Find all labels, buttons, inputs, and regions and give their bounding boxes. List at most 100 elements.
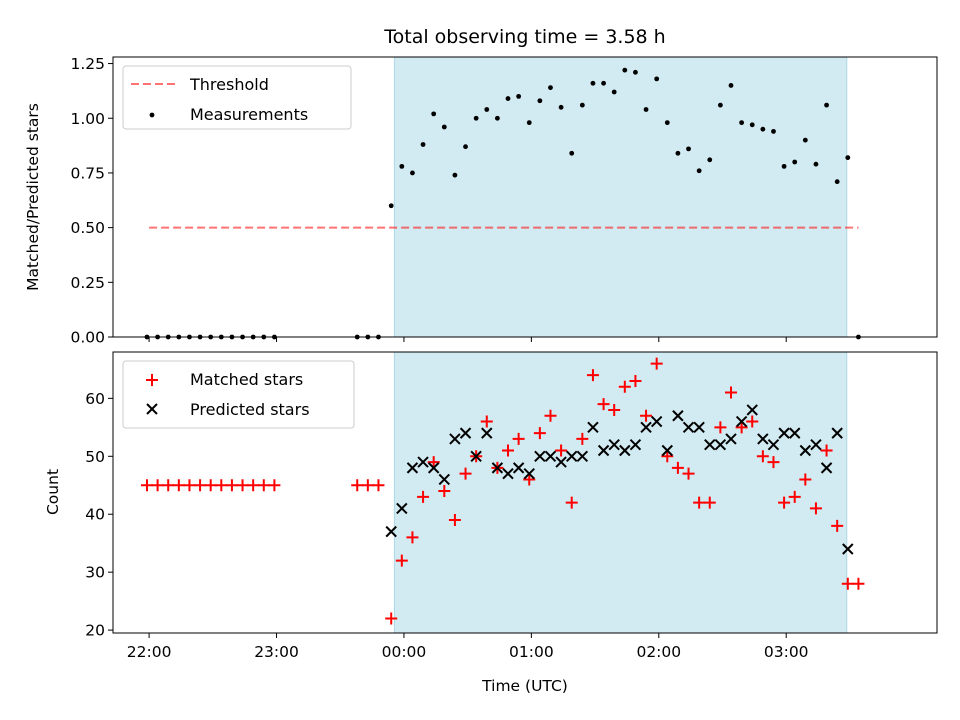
matched-star-point (544, 409, 557, 422)
top-y-tick-label: 0.25 (70, 274, 105, 292)
top-plot-frame (112, 56, 938, 338)
measurement-point (579, 102, 585, 108)
matched-star-point (831, 519, 844, 532)
bottom-marks (140, 357, 865, 625)
matched-star-point (247, 479, 260, 492)
matched-star-point (756, 450, 769, 463)
measurement-point (739, 120, 745, 126)
measurement-point (431, 111, 437, 117)
matched-star-point (204, 479, 217, 492)
top-legend-box (122, 65, 352, 130)
matched-star-point (459, 467, 472, 480)
matched-star-point (841, 577, 854, 590)
measurement-point (569, 150, 575, 156)
matched-star-point (714, 421, 727, 434)
measurement-point (643, 107, 649, 112)
matched-star-point (852, 577, 865, 590)
matched-star-point (735, 421, 748, 434)
measurement-point (484, 107, 490, 112)
measurement-point (590, 80, 596, 86)
matched-star-point (788, 490, 801, 503)
top-y-tick-label: 1.00 (70, 110, 105, 128)
predicted-star-point (767, 438, 780, 451)
predicted-star-point (704, 438, 716, 451)
measurement-point (781, 163, 787, 169)
matched-star-point (172, 479, 185, 492)
matched-star-point (565, 496, 578, 509)
predicted-legend-label: Predicted stars (190, 400, 310, 419)
measurement-point (548, 85, 553, 91)
measurement-point (686, 146, 691, 152)
chart-title: Total observing time = 3.58 h (383, 26, 665, 48)
matched-star-point (438, 485, 451, 498)
bottom-y-tick-label: 20 (85, 622, 105, 640)
predicted-star-point (417, 456, 429, 468)
measurement-point (410, 170, 415, 176)
predicted-star-point (619, 444, 631, 457)
predicted-star-point (427, 462, 440, 474)
matched-star-point (151, 479, 164, 492)
matched-star-point (372, 479, 385, 492)
matched-star-point (767, 456, 780, 469)
matched-star-point (257, 479, 270, 492)
matched-star-point (661, 450, 674, 463)
matched-star-point (361, 479, 374, 492)
predicted-star-point (544, 450, 557, 462)
measurement-point (611, 89, 617, 95)
measurement-point (473, 115, 479, 121)
matched-star-point (629, 374, 642, 387)
predicted-star-point (672, 410, 684, 422)
measurement-point (802, 137, 808, 143)
measurement-point (601, 80, 606, 86)
predicted-star-point (555, 456, 567, 468)
bottom-panel: 20 30 40 50 60 22:00 23:00 00:00 01:00 02:00 03:00… (44, 351, 938, 695)
matched-star-point (162, 479, 175, 492)
predicted-star-point (629, 438, 642, 451)
predicted-star-point (650, 415, 663, 428)
bottom-x-tick-label: 01:00 (509, 643, 554, 661)
measurement-point (813, 161, 819, 167)
predicted-star-point (799, 444, 812, 457)
bottom-x-tick-label: 22:00 (127, 643, 172, 661)
matched-star-point (618, 380, 631, 393)
measurement-point (760, 126, 766, 132)
bottom-x-tick-label: 02:00 (636, 643, 681, 661)
predicted-star-point (523, 467, 535, 480)
matched-legend-swatch (146, 374, 158, 386)
predicted-star-point (597, 444, 610, 457)
top-y-tick-label: 0.50 (70, 219, 105, 237)
measurement-point (654, 76, 660, 82)
bottom-plot-frame (112, 351, 938, 634)
bottom-legend-box (122, 360, 355, 429)
predicted-star-point (385, 525, 397, 538)
measurement-point (675, 150, 681, 156)
matched-star-point (140, 479, 153, 492)
predicted-star-point (438, 473, 451, 486)
matched-star-point (555, 444, 568, 457)
predicted-star-point (746, 404, 758, 416)
predicted-star-point (661, 444, 673, 457)
predicted-star-point (757, 433, 769, 445)
measurement-point (452, 172, 458, 178)
bottom-y-tick-label: 40 (85, 506, 105, 524)
matched-star-point (512, 432, 525, 445)
matched-star-point (799, 473, 812, 486)
matched-star-point (671, 461, 684, 474)
predicted-star-point (735, 415, 748, 428)
predicted-legend-swatch (146, 403, 158, 415)
top-panel: 0.00 0.25 0.50 0.75 1.00 1.25 Matched/Predict… (24, 55, 938, 347)
predicted-star-point (470, 450, 482, 462)
matched-star-point (533, 427, 546, 440)
matched-star-point (820, 444, 833, 457)
measurement-point (824, 102, 829, 108)
matched-star-point (502, 444, 515, 457)
measurement-point (516, 93, 522, 99)
matched-star-point (417, 490, 430, 503)
measurement-point (707, 157, 713, 163)
predicted-star-point (789, 427, 801, 439)
matched-star-point (406, 531, 419, 544)
matched-star-point (586, 369, 599, 382)
bottom-axes: 20 30 40 50 60 22:00 23:00 00:00 01:00 02:00 03:00 (85, 390, 808, 661)
predicted-star-point (406, 462, 419, 474)
bottom-y-tick-label: 30 (85, 564, 105, 582)
